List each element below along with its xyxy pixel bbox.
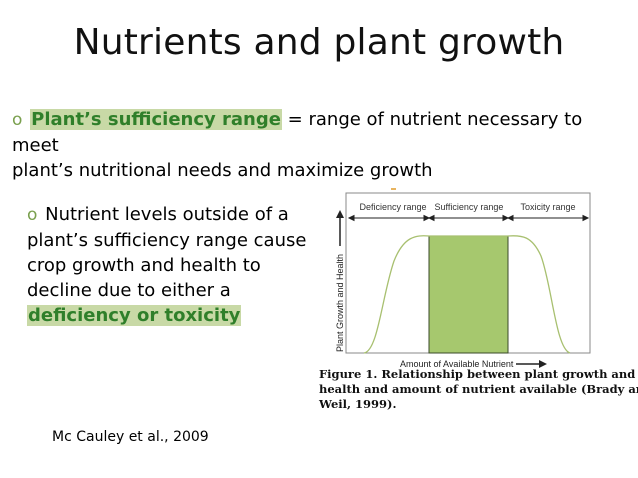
deficiency-range-label: Deficiency range: [359, 202, 426, 212]
citation: Mc Cauley et al., 2009: [52, 429, 209, 445]
x-axis-label: Amount of Available Nutrient: [400, 359, 514, 369]
definition-text-continued: plant’s nutritional needs and maximize g…: [12, 160, 433, 181]
definition-text: = range of nutrient necessary to meet: [12, 109, 583, 156]
caption-line: health and amount of nutrient available …: [319, 382, 638, 396]
slide-title: Nutrients and plant growth: [73, 22, 565, 63]
text-line: decline due to either a: [27, 280, 231, 301]
toxicity-range-label: Toxicity range: [520, 202, 575, 212]
bullet-point-outside-range: o Nutrient levels outside of a plant’s s…: [27, 202, 312, 328]
text-line: crop growth and health to: [27, 255, 261, 276]
caption-line: Weil, 1999).: [319, 397, 397, 411]
sufficiency-range-bar: [428, 235, 509, 354]
text-line: plant’s sufficiency range cause: [27, 230, 307, 251]
x-axis-arrow: [516, 360, 547, 368]
text-line: Nutrient levels outside of a: [39, 204, 289, 225]
sufficiency-range-figure: Deficiency range Sufficiency range Toxic…: [335, 188, 591, 369]
y-axis-label: Plant Growth and Health: [335, 254, 345, 352]
growth-curve: [363, 235, 571, 354]
caption-line: Figure 1. Relationship between plant gro…: [319, 367, 636, 381]
sufficiency-range-label: Sufficiency range: [435, 202, 504, 212]
highlighted-term: Plant’s sufficiency range: [30, 109, 282, 130]
y-axis-arrow: [336, 210, 344, 246]
emphasis-text: deficiency or toxicity: [27, 305, 242, 326]
bullet-point-sufficiency-range: o Plant’s sufficiency range = range of n…: [12, 107, 612, 183]
figure-caption: Figure 1. Relationship between plant gro…: [319, 367, 638, 412]
bullet-icon: o: [27, 205, 38, 225]
bullet-icon: o: [12, 110, 23, 130]
range-arrows: [347, 214, 590, 222]
